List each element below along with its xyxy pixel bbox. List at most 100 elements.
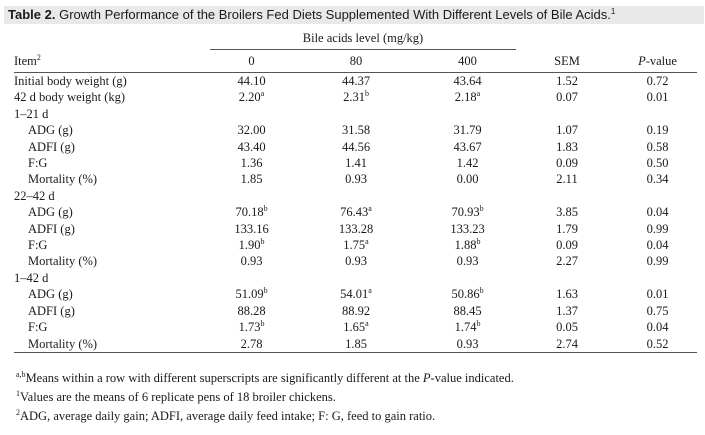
- sem-cell: 2.27: [556, 254, 578, 269]
- significance-superscript: a: [365, 237, 369, 247]
- level-value-cell: 0.93: [345, 254, 367, 269]
- significance-superscript: b: [479, 204, 484, 214]
- level-value-cell: 1.41: [345, 156, 367, 171]
- p-value-cell: 0.01: [646, 287, 669, 302]
- level-value-cell: [293, 106, 419, 122]
- header-row: Item2 0 80 400 SEM P-value: [14, 49, 697, 73]
- significance-superscript: b: [263, 204, 268, 214]
- level-value-cell: 70.93b: [451, 204, 484, 220]
- level-value-cell: 133.28: [338, 221, 374, 236]
- level-value-cell: 1.85: [293, 335, 419, 353]
- level-value-cell: 2.31b: [343, 89, 369, 105]
- level-value-cell: [210, 106, 293, 122]
- bile-acids-group-header: Bile acids level (mg/kg): [210, 28, 516, 50]
- significance-superscript: b: [260, 237, 265, 247]
- level-value-cell: 43.64: [419, 72, 516, 90]
- row-label: Mortality (%): [28, 172, 98, 187]
- significance-superscript: b: [476, 319, 481, 329]
- row-label: Mortality (%): [28, 254, 98, 269]
- sem-cell: [516, 270, 618, 286]
- table-row: Mortality (%) 1.85 0.93 0.00 2.11 0.34: [14, 171, 697, 187]
- level-value-cell: 1.90b: [238, 237, 265, 253]
- table-row: Mortality (%) 0.93 0.93 0.93 2.27 0.99: [14, 253, 697, 269]
- level-value-cell: 50.86b: [451, 286, 484, 302]
- footnote-replicates: 1Values are the means of 6 replicate pen…: [16, 389, 336, 405]
- level-value-cell: 0.00: [456, 172, 479, 187]
- level-value-cell: 1.88b: [454, 237, 481, 253]
- table-row: F:G 1.73b 1.65a 1.74b 0.05 0.04: [14, 319, 697, 335]
- row-label: ADFI (g): [28, 139, 75, 154]
- level-value-cell: [419, 270, 516, 286]
- sem-cell: 1.79: [556, 221, 578, 236]
- sem-cell: 0.09: [556, 156, 578, 171]
- level-value-cell: 31.58: [341, 123, 371, 138]
- level-value-cell: [293, 270, 419, 286]
- significance-superscript: b: [260, 319, 265, 329]
- table-row: ADG (g) 70.18b 76.43a 70.93b 3.85 0.04: [14, 204, 697, 220]
- sem-cell: 1.83: [556, 139, 578, 154]
- section-label: 22–42 d: [14, 188, 55, 203]
- p-value-cell: 0.04: [646, 238, 669, 253]
- sem-cell: 0.09: [556, 238, 578, 253]
- level-value-cell: 76.43a: [340, 204, 372, 220]
- level-value-cell: 1.73b: [238, 319, 265, 335]
- level-value-cell: 44.37: [293, 72, 419, 90]
- header-group-row: Bile acids level (mg/kg): [14, 28, 697, 50]
- row-label: ADFI (g): [28, 303, 75, 318]
- p-value-cell: [618, 188, 697, 204]
- significance-superscript: b: [364, 89, 369, 99]
- level-value-cell: 1.75a: [343, 237, 369, 253]
- table-row: ADG (g) 51.09b 54.01a 50.86b 1.63 0.01: [14, 286, 697, 302]
- p-value-cell: 0.04: [646, 320, 669, 335]
- p-value-cell: 0.04: [646, 205, 669, 220]
- significance-superscript: b: [479, 286, 484, 296]
- significance-superscript: a: [365, 319, 369, 329]
- level-value-cell: 44.56: [341, 139, 371, 154]
- significance-superscript: a: [260, 89, 265, 99]
- level-value-cell: [293, 188, 419, 204]
- level-value-cell: [419, 188, 516, 204]
- table-row: ADFI (g) 43.40 44.56 43.67 1.83 0.58: [14, 139, 697, 155]
- table-caption: Table 2. Growth Performance of the Broil…: [4, 6, 704, 24]
- level-value-cell: [419, 106, 516, 122]
- caption-text: Growth Performance of the Broilers Fed D…: [59, 7, 611, 22]
- sem-cell: 1.52: [516, 72, 618, 90]
- row-label: ADG (g): [28, 287, 73, 302]
- section-label: 1–21 d: [14, 106, 49, 121]
- table-row: ADFI (g) 88.28 88.92 88.45 1.37 0.75: [14, 303, 697, 319]
- p-value-cell: 0.19: [646, 123, 669, 138]
- level-400-header: 400: [419, 49, 516, 73]
- table-footnotes: a,bMeans within a row with different sup…: [16, 369, 514, 426]
- p-value-cell: [618, 270, 697, 286]
- significance-superscript: a: [368, 204, 372, 214]
- level-value-cell: 88.45: [453, 303, 482, 318]
- growth-performance-table: Bile acids level (mg/kg) Item2 0 80 400 …: [14, 28, 697, 353]
- level-value-cell: 88.92: [341, 303, 371, 318]
- footnote-significance: a,bMeans within a row with different sup…: [16, 370, 514, 386]
- level-value-cell: 1.85: [240, 172, 263, 187]
- row-label: ADFI (g): [28, 221, 75, 236]
- row-label: Initial body weight (g): [14, 72, 210, 90]
- sem-cell: [516, 188, 618, 204]
- sem-cell: 1.37: [556, 303, 578, 318]
- sem-cell: 0.07: [556, 90, 578, 105]
- level-value-cell: 2.20a: [238, 89, 265, 105]
- footnote-abbreviations: 2ADG, average daily gain; ADFI, average …: [16, 408, 436, 424]
- sem-header: SEM: [516, 49, 618, 73]
- caption-footnote-marker: 1: [610, 7, 616, 16]
- sem-cell: 2.11: [556, 172, 578, 187]
- level-value-cell: 2.18a: [454, 89, 481, 105]
- row-label: Mortality (%): [14, 335, 210, 353]
- level-value-cell: 43.40: [237, 139, 266, 154]
- level-value-cell: 51.09b: [235, 286, 268, 302]
- level-value-cell: 133.16: [234, 221, 269, 236]
- caption-label: Table 2.: [8, 7, 56, 22]
- row-label: ADG (g): [28, 123, 73, 138]
- sem-cell: [516, 106, 618, 122]
- row-label: ADG (g): [28, 205, 73, 220]
- level-value-cell: [210, 270, 293, 286]
- level-value-cell: 0.93: [345, 172, 367, 187]
- level-value-cell: 31.79: [453, 123, 482, 138]
- section-label: 1–42 d: [14, 270, 49, 285]
- level-value-cell: 43.67: [453, 139, 482, 154]
